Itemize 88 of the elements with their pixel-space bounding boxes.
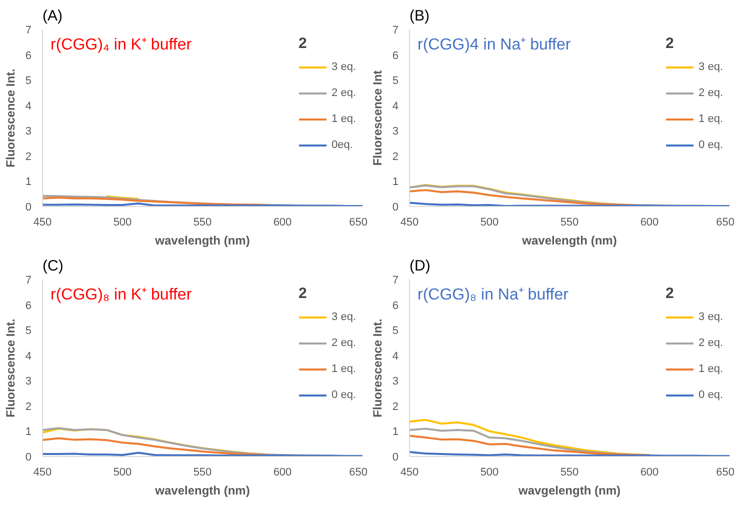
y-tick-label: 0 (25, 452, 32, 464)
x-tick-label: 600 (273, 216, 292, 228)
x-tick-label: 500 (480, 216, 499, 228)
x-axis-title: wavelength (nm) (154, 234, 250, 248)
y-tick-label: 3 (392, 126, 399, 138)
y-tick-label: 6 (392, 300, 399, 312)
y-tick-label: 5 (25, 325, 32, 338)
x-tick-label: 500 (113, 466, 132, 478)
x-tick-label: 450 (33, 466, 52, 478)
y-tick-label: 3 (25, 126, 32, 138)
x-tick-label: 650 (716, 466, 735, 478)
y-tick-label: 4 (25, 350, 32, 362)
x-axis-title: wavgelength (nm) (517, 484, 621, 498)
legend-label: 1 eq. (332, 363, 356, 375)
legend-label: 2 eq. (332, 87, 356, 99)
legend-label: 2 eq. (698, 87, 723, 99)
x-axis-title: wavelength (nm) (154, 484, 250, 498)
y-tick-label: 6 (25, 50, 32, 62)
legend-title: 2 (298, 35, 308, 52)
legend-label: 1 eq. (332, 113, 356, 125)
y-tick-label: 4 (392, 350, 399, 362)
text: (A) (42, 8, 62, 24)
chart-title: r(CGG)₈ in Na⁺ buffer (418, 286, 570, 304)
text: (C) (42, 258, 64, 274)
y-tick-label: 2 (25, 400, 32, 413)
y-tick-label: 6 (25, 300, 32, 312)
y-tick-label: 3 (25, 376, 32, 388)
y-tick-label: 1 (392, 176, 399, 188)
y-tick-label: 1 (25, 176, 32, 188)
legend-label: 3 eq. (698, 311, 723, 323)
legend-label: 0 eq. (698, 389, 723, 401)
y-tick-label: 2 (392, 400, 399, 413)
legend-label: 1 eq. (698, 113, 723, 125)
text: (B) (410, 8, 430, 24)
x-tick-label: 550 (560, 216, 579, 228)
chart-title: r(CGG)₄ in K⁺ buffer (50, 36, 192, 54)
y-tick-label: 5 (392, 75, 399, 88)
y-tick-label: 7 (25, 24, 32, 36)
legend-title: 2 (666, 285, 675, 302)
y-axis-title: Fluorescence Int. (370, 318, 384, 418)
legend-label: 3 eq. (332, 311, 356, 323)
y-tick-label: 2 (392, 150, 399, 163)
y-tick-label: 1 (392, 426, 399, 438)
y-tick-label: 7 (25, 274, 32, 286)
y-tick-label: 1 (25, 426, 32, 438)
legend-label: 3 eq. (698, 61, 723, 73)
x-tick-label: 600 (640, 216, 659, 228)
y-tick-label: 0 (392, 452, 399, 464)
y-tick-label: 0 (25, 202, 32, 214)
legend-label: 3 eq. (332, 61, 356, 73)
y-tick-label: 2 (25, 150, 32, 163)
y-axis-title: Fluorescence Int. (3, 68, 18, 168)
legend-label: 0eq. (332, 139, 353, 151)
y-tick-label: 0 (392, 202, 399, 214)
x-tick-label: 500 (113, 216, 132, 228)
y-tick-label: 7 (392, 24, 399, 36)
x-tick-label: 550 (193, 216, 212, 228)
x-tick-label: 650 (716, 216, 735, 228)
y-tick-label: 4 (392, 100, 399, 112)
x-axis-title: wavelength (nm) (521, 234, 617, 248)
legend-label: 1 eq. (698, 363, 723, 375)
y-tick-label: 5 (25, 75, 32, 88)
x-tick-label: 550 (193, 466, 212, 478)
x-tick-label: 450 (33, 216, 52, 228)
x-tick-label: 450 (400, 466, 419, 478)
x-tick-label: 650 (349, 216, 368, 228)
legend-label: 0 eq. (698, 139, 723, 151)
x-tick-label: 550 (560, 466, 579, 478)
legend-label: 0 eq. (332, 389, 356, 401)
x-tick-label: 600 (273, 466, 292, 478)
y-tick-label: 4 (25, 100, 32, 112)
legend-title: 2 (298, 285, 308, 302)
chart-title: r(CGG)4 in Na⁺ buffer (418, 36, 572, 54)
y-tick-label: 3 (392, 376, 399, 388)
x-tick-label: 600 (640, 466, 659, 478)
y-axis-title: Fluorescence Int (370, 70, 384, 166)
y-tick-label: 7 (392, 274, 399, 286)
x-tick-label: 650 (349, 466, 368, 478)
legend-label: 2 eq. (332, 337, 356, 349)
x-tick-label: 500 (480, 466, 499, 478)
y-axis-title: Fluorescence Int. (3, 318, 18, 418)
legend-title: 2 (666, 35, 675, 52)
legend-label: 2 eq. (698, 337, 723, 349)
y-tick-label: 5 (392, 325, 399, 338)
x-tick-label: 450 (400, 216, 419, 228)
y-tick-label: 6 (392, 50, 399, 62)
text: (D) (410, 258, 430, 274)
chart-title: r(CGG)₈ in K⁺ buffer (50, 286, 192, 304)
